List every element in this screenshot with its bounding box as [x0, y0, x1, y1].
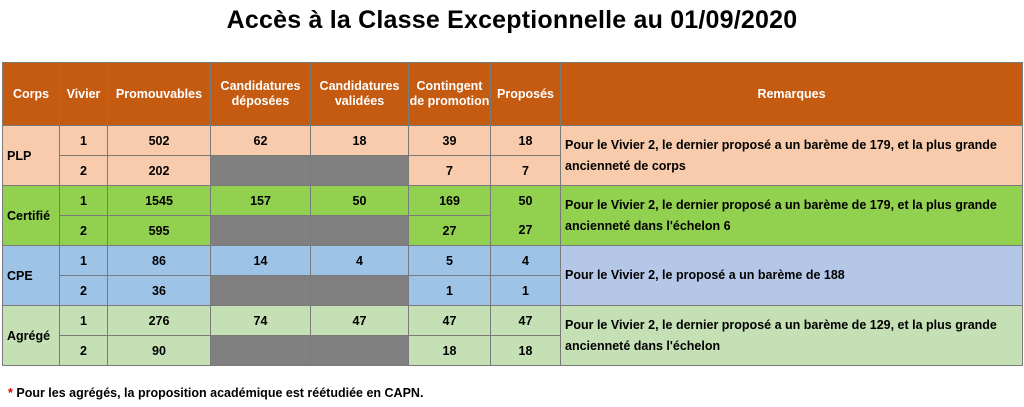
- contingent-cell: 5: [408, 245, 491, 276]
- contingent-cell: 169: [408, 185, 491, 216]
- deposees-cell-empty: [210, 335, 311, 366]
- promouvables-cell: 1545: [107, 185, 211, 216]
- proposes-cell: 1: [490, 275, 561, 306]
- header-row: Corps Vivier Promouvables Candidatures d…: [2, 62, 1023, 126]
- header-remarques: Remarques: [560, 62, 1023, 126]
- proposes-cell: 18: [490, 125, 561, 156]
- table-row: Certifié 1 1545 157 50 169 50 27 Pour le…: [2, 185, 1023, 246]
- header-promouvables: Promouvables: [107, 62, 211, 126]
- vivier-cell: 2: [59, 275, 108, 306]
- proposes-cell: 47: [490, 305, 561, 336]
- vivier-cell: 1: [59, 185, 108, 216]
- proposes-cell: 4: [490, 245, 561, 276]
- validees-cell: 18: [310, 125, 409, 156]
- corps-cell-plp: PLP: [2, 125, 60, 186]
- deposees-cell: 62: [210, 125, 311, 156]
- remark-cell-agrege: Pour le Vivier 2, le dernier proposé a u…: [560, 305, 1023, 366]
- deposees-cell-empty: [210, 215, 311, 246]
- promouvables-cell: 202: [107, 155, 211, 186]
- table-row: PLP 1 502 62 18 39 18 Pour le Vivier 2, …: [2, 125, 1023, 186]
- contingent-cell: 7: [408, 155, 491, 186]
- footnote: * Pour les agrégés, la proposition acadé…: [8, 386, 423, 400]
- validees-cell: 47: [310, 305, 409, 336]
- contingent-cell: 27: [408, 215, 491, 246]
- vivier-cell: 1: [59, 305, 108, 336]
- promouvables-cell: 90: [107, 335, 211, 366]
- header-vivier: Vivier: [59, 62, 108, 126]
- promouvables-cell: 502: [107, 125, 211, 156]
- validees-cell-empty: [310, 215, 409, 246]
- header-corps: Corps: [2, 62, 60, 126]
- header-candidatures-deposees: Candidatures déposées: [210, 62, 311, 126]
- proposes-value: 50: [518, 193, 533, 208]
- vivier-cell: 2: [59, 335, 108, 366]
- deposees-cell-empty: [210, 155, 311, 186]
- footnote-star: *: [8, 386, 13, 400]
- validees-cell-empty: [310, 335, 409, 366]
- remark-cell-certifie: Pour le Vivier 2, le dernier proposé a u…: [560, 185, 1023, 246]
- promotion-table: Corps Vivier Promouvables Candidatures d…: [2, 62, 1023, 366]
- validees-cell-empty: [310, 155, 409, 186]
- corps-cell-cpe: CPE: [2, 245, 60, 306]
- remark-cell-cpe: Pour le Vivier 2, le proposé a un barème…: [560, 245, 1023, 306]
- deposees-cell: 74: [210, 305, 311, 336]
- contingent-cell: 47: [408, 305, 491, 336]
- contingent-cell: 18: [408, 335, 491, 366]
- table-row: CPE 1 86 14 4 5 4 Pour le Vivier 2, le p…: [2, 245, 1023, 306]
- proposes-cell: 18: [490, 335, 561, 366]
- header-contingent: Contingent de promotion: [408, 62, 491, 126]
- vivier-cell: 1: [59, 245, 108, 276]
- validees-cell-empty: [310, 275, 409, 306]
- contingent-cell: 1: [408, 275, 491, 306]
- header-candidatures-validees: Candidatures validées: [310, 62, 409, 126]
- vivier-cell: 2: [59, 155, 108, 186]
- validees-cell: 50: [310, 185, 409, 216]
- deposees-cell-empty: [210, 275, 311, 306]
- proposes-cell: 7: [490, 155, 561, 186]
- proposes-value: 27: [518, 222, 533, 237]
- proposes-cell-merged: 50 27: [490, 185, 561, 246]
- promouvables-cell: 276: [107, 305, 211, 336]
- deposees-cell: 14: [210, 245, 311, 276]
- page-title: Accès à la Classe Exceptionnelle au 01/0…: [226, 6, 798, 34]
- vivier-cell: 2: [59, 215, 108, 246]
- promouvables-cell: 36: [107, 275, 211, 306]
- deposees-cell: 157: [210, 185, 311, 216]
- remark-cell-plp: Pour le Vivier 2, le dernier proposé a u…: [560, 125, 1023, 186]
- corps-cell-certifie: Certifié: [2, 185, 60, 246]
- footnote-text: Pour les agrégés, la proposition académi…: [16, 386, 424, 400]
- table-row: Agrégé 1 276 74 47 47 47 Pour le Vivier …: [2, 305, 1023, 366]
- vivier-cell: 1: [59, 125, 108, 156]
- promouvables-cell: 595: [107, 215, 211, 246]
- corps-cell-agrege: Agrégé: [2, 305, 60, 366]
- contingent-cell: 39: [408, 125, 491, 156]
- header-proposes: Proposés: [490, 62, 561, 126]
- validees-cell: 4: [310, 245, 409, 276]
- promouvables-cell: 86: [107, 245, 211, 276]
